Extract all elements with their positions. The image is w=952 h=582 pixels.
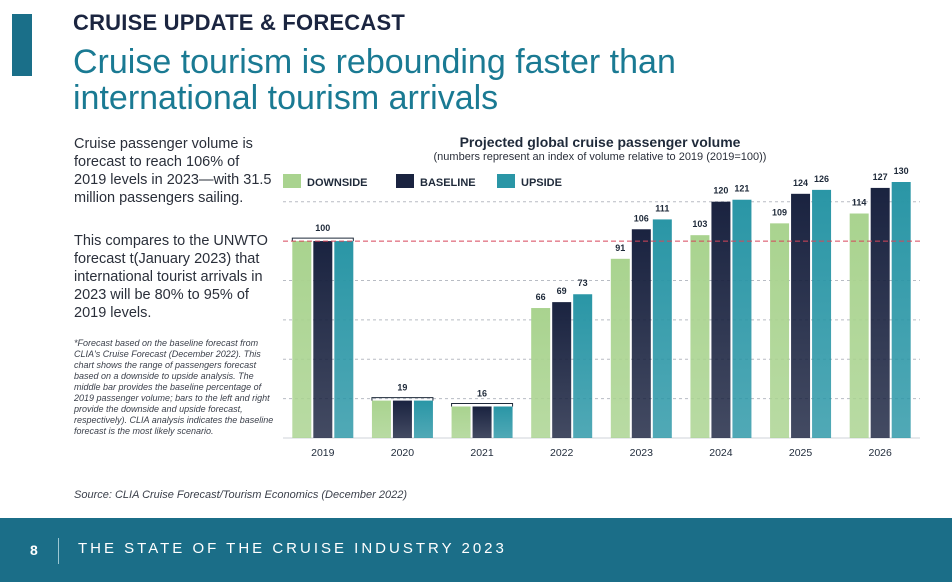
bar-upside — [573, 294, 593, 438]
body-paragraph-2: This compares to the UNWTO forecast t(Ja… — [74, 233, 268, 321]
bar-baseline — [313, 241, 333, 438]
bar-downside — [292, 241, 312, 438]
data-label: 127 — [873, 172, 888, 182]
x-tick-label: 2022 — [550, 447, 574, 459]
bar-chart: 100 2019 19 2020 16 2021 66 69 73 2022 91 106 111 202… — [283, 166, 920, 459]
bar-upside — [413, 400, 433, 438]
data-label: 103 — [692, 219, 707, 229]
bar-downside — [690, 235, 710, 438]
bar-baseline — [870, 187, 890, 438]
legend-swatch-baseline — [396, 174, 414, 188]
x-tick-label: 2019 — [311, 447, 335, 459]
bar-upside — [891, 182, 911, 438]
x-tick-label: 2021 — [470, 447, 494, 459]
x-tick-label: 2025 — [789, 447, 813, 459]
bar-downside — [770, 223, 790, 438]
group-data-label: 19 — [397, 383, 407, 393]
group-bracket — [451, 402, 514, 407]
footer-title: THE STATE OF THE CRUISE INDUSTRY 2023 — [78, 540, 507, 557]
chart-subtitle: (numbers represent an index of volume re… — [433, 151, 767, 163]
footer-divider — [58, 538, 59, 564]
data-label: 124 — [793, 178, 808, 188]
bar-upside — [652, 219, 672, 438]
page-number: 8 — [30, 542, 38, 558]
accent-bar — [12, 14, 32, 76]
legend-swatch-upside — [497, 174, 515, 188]
x-tick-label: 2024 — [709, 447, 733, 459]
x-tick-label: 2020 — [391, 447, 415, 459]
bar-baseline — [392, 400, 412, 438]
bar-upside — [334, 241, 354, 438]
bar-baseline — [791, 193, 811, 438]
data-label: 106 — [634, 213, 649, 223]
group-bracket — [371, 397, 434, 401]
bar-baseline — [472, 406, 492, 438]
bar-downside — [371, 400, 391, 438]
group-data-label: 100 — [315, 223, 330, 233]
bar-upside — [812, 189, 832, 438]
legend-label-upside: UPSIDE — [521, 177, 562, 189]
data-label: 66 — [536, 292, 546, 302]
data-label: 120 — [713, 186, 728, 196]
data-label: 114 — [852, 198, 867, 208]
footnote: *Forecast based on the baseline forecast… — [74, 338, 274, 436]
page-headline: Cruise tourism is rebounding faster than… — [73, 43, 676, 117]
footer-band: 8 THE STATE OF THE CRUISE INDUSTRY 2023 — [0, 518, 952, 582]
bar-upside — [732, 199, 752, 438]
x-tick-label: 2026 — [869, 447, 893, 459]
body-paragraph-1: Cruise passenger volume is forecast to r… — [74, 136, 272, 206]
section-kicker: CRUISE UPDATE & FORECAST — [73, 10, 405, 35]
bar-baseline — [711, 201, 731, 438]
bar-upside — [493, 406, 513, 438]
bar-baseline — [631, 229, 651, 438]
bar-downside — [451, 406, 471, 438]
data-label: 111 — [655, 203, 669, 213]
bar-downside — [610, 258, 630, 438]
data-label: 91 — [615, 243, 625, 253]
chart-title: Projected global cruise passenger volume — [459, 134, 741, 150]
bar-downside — [531, 308, 551, 438]
legend-swatch-downside — [283, 174, 301, 188]
bar-baseline — [552, 302, 572, 438]
data-label: 109 — [772, 207, 787, 217]
data-label: 69 — [557, 286, 567, 296]
group-bracket — [291, 237, 354, 242]
source-note: Source: CLIA Cruise Forecast/Tourism Eco… — [74, 489, 407, 501]
data-label: 121 — [734, 184, 749, 194]
data-label: 126 — [814, 174, 829, 184]
group-data-label: 16 — [477, 388, 487, 398]
x-tick-label: 2023 — [630, 447, 654, 459]
data-label: 130 — [894, 166, 909, 176]
data-label: 73 — [578, 278, 588, 288]
legend-label-downside: DOWNSIDE — [307, 177, 368, 189]
bar-downside — [849, 213, 869, 438]
legend-label-baseline: BASELINE — [420, 177, 476, 189]
